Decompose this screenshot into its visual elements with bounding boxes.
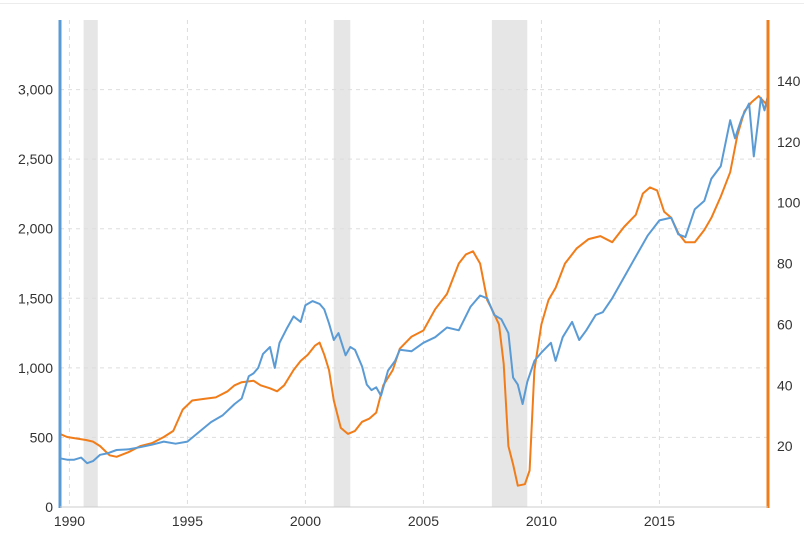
y-right-tick-label: 140: [777, 73, 801, 89]
y-left-tick-label: 1,000: [18, 360, 53, 376]
y-left-tick-label: 500: [30, 429, 54, 445]
series-line-left-axis: [59, 94, 769, 465]
y-left-tick-label: 2,500: [18, 151, 53, 167]
y-left-tick-label: 1,500: [18, 290, 53, 306]
y-right-tick-label: 120: [777, 134, 801, 150]
y-right-tick-label: 80: [777, 256, 793, 272]
x-tick-label: 2010: [526, 513, 557, 529]
series-line-right-axis: [59, 95, 769, 487]
y-right-tick-label: 100: [777, 195, 801, 211]
recession-band: [491, 20, 528, 507]
x-tick-label: 2000: [290, 513, 321, 529]
y-left-tick-label: 0: [45, 499, 53, 515]
y-left-tick-label: 3,000: [18, 82, 53, 98]
x-tick-label: 1995: [172, 513, 203, 529]
x-tick-label: 1990: [54, 513, 85, 529]
y-right-tick-label: 40: [777, 377, 793, 393]
recession-band: [83, 20, 98, 507]
recession-band: [333, 20, 351, 507]
x-tick-label: 2005: [408, 513, 439, 529]
x-tick-label: 2015: [644, 513, 675, 529]
y-right-tick-label: 20: [777, 438, 793, 454]
y-right-tick-label: 60: [777, 316, 793, 332]
y-left-tick-label: 2,000: [18, 221, 53, 237]
